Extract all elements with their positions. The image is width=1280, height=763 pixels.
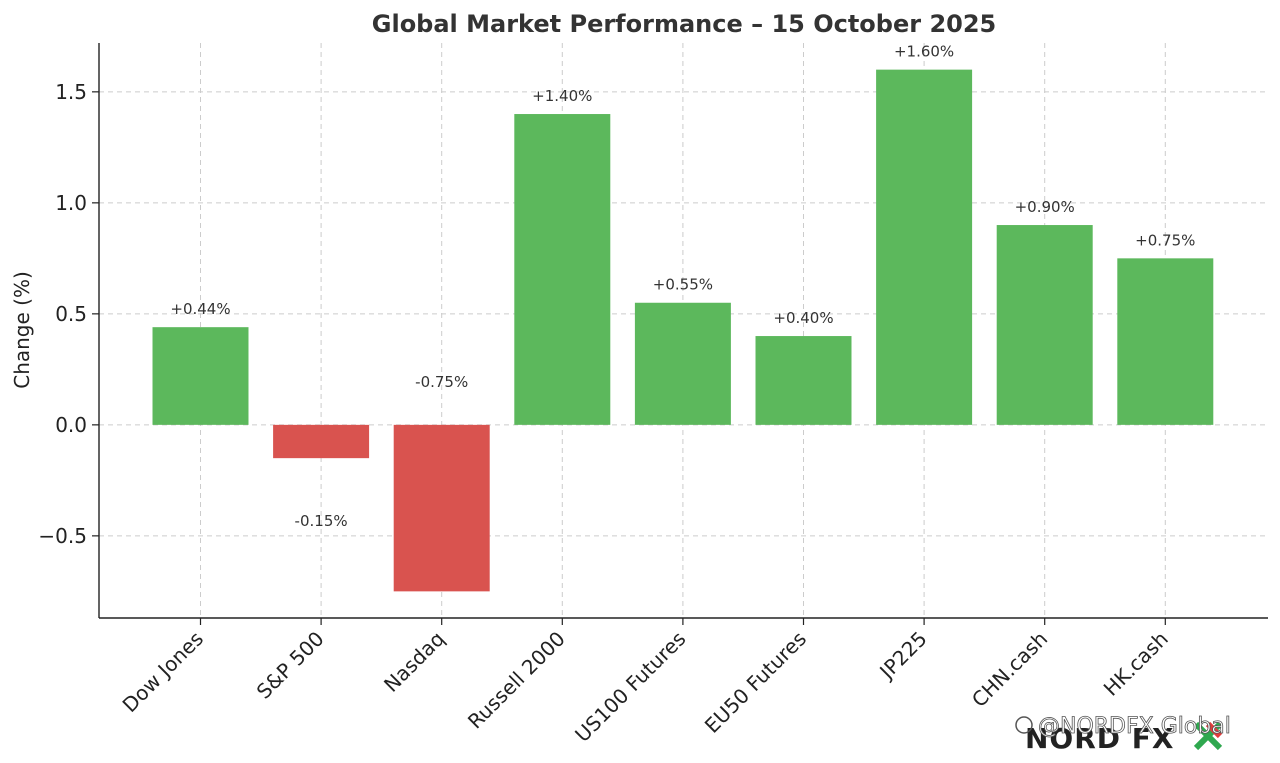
x-tick-label: US100 Futures: [570, 627, 690, 747]
x-tick-label: Dow Jones: [118, 627, 208, 717]
x-tick-label: CHN.cash: [967, 627, 1052, 712]
bar: [273, 424, 370, 459]
x-tick-label: Russell 2000: [463, 627, 570, 734]
y-tick-label: 1.0: [55, 191, 87, 215]
data-label: +0.75%: [1135, 231, 1195, 249]
logo-text: NORD FX: [1025, 722, 1175, 755]
data-label: +1.60%: [894, 43, 954, 61]
data-label: +1.40%: [532, 87, 592, 105]
social-handle: @NORDFX Global: [1015, 714, 1231, 739]
bar: [755, 336, 852, 425]
data-label: +0.44%: [170, 300, 230, 318]
bar: [514, 114, 611, 425]
bar: [996, 225, 1093, 425]
x-tick-label: Nasdaq: [379, 627, 449, 697]
nordfx-logo: NORD FX: [1025, 721, 1223, 755]
chart-title: Global Market Performance – 15 October 2…: [372, 10, 996, 38]
data-label: -0.75%: [415, 373, 468, 391]
bar: [1117, 258, 1214, 425]
x-tick-label: S&P 500: [252, 627, 329, 704]
bar: [393, 424, 490, 592]
data-label: +0.40%: [773, 309, 833, 327]
bar: [152, 327, 249, 425]
data-label: +0.90%: [1015, 198, 1075, 216]
y-tick-label: 0.0: [55, 413, 87, 437]
bar: [876, 69, 973, 425]
social-handle-text: @NORDFX Global: [1038, 714, 1231, 739]
axes-layer: [92, 43, 1268, 625]
bars-layer: [152, 69, 1214, 592]
data-label: +0.55%: [653, 276, 713, 294]
data-label: -0.15%: [295, 512, 348, 530]
y-tick-label: 1.5: [55, 80, 87, 104]
x-tick-label: EU50 Futures: [700, 627, 811, 738]
x-tick-label: HK.cash: [1099, 627, 1173, 701]
x-tick-label: JP225: [874, 627, 932, 685]
bar: [634, 302, 731, 425]
y-axis-label: Change (%): [10, 271, 34, 389]
y-tick-label: 0.5: [55, 302, 87, 326]
watermark: NORD FX @NORDFX Global: [1015, 714, 1231, 755]
social-icon: [1015, 716, 1033, 734]
y-tick-label: −0.5: [38, 524, 87, 548]
